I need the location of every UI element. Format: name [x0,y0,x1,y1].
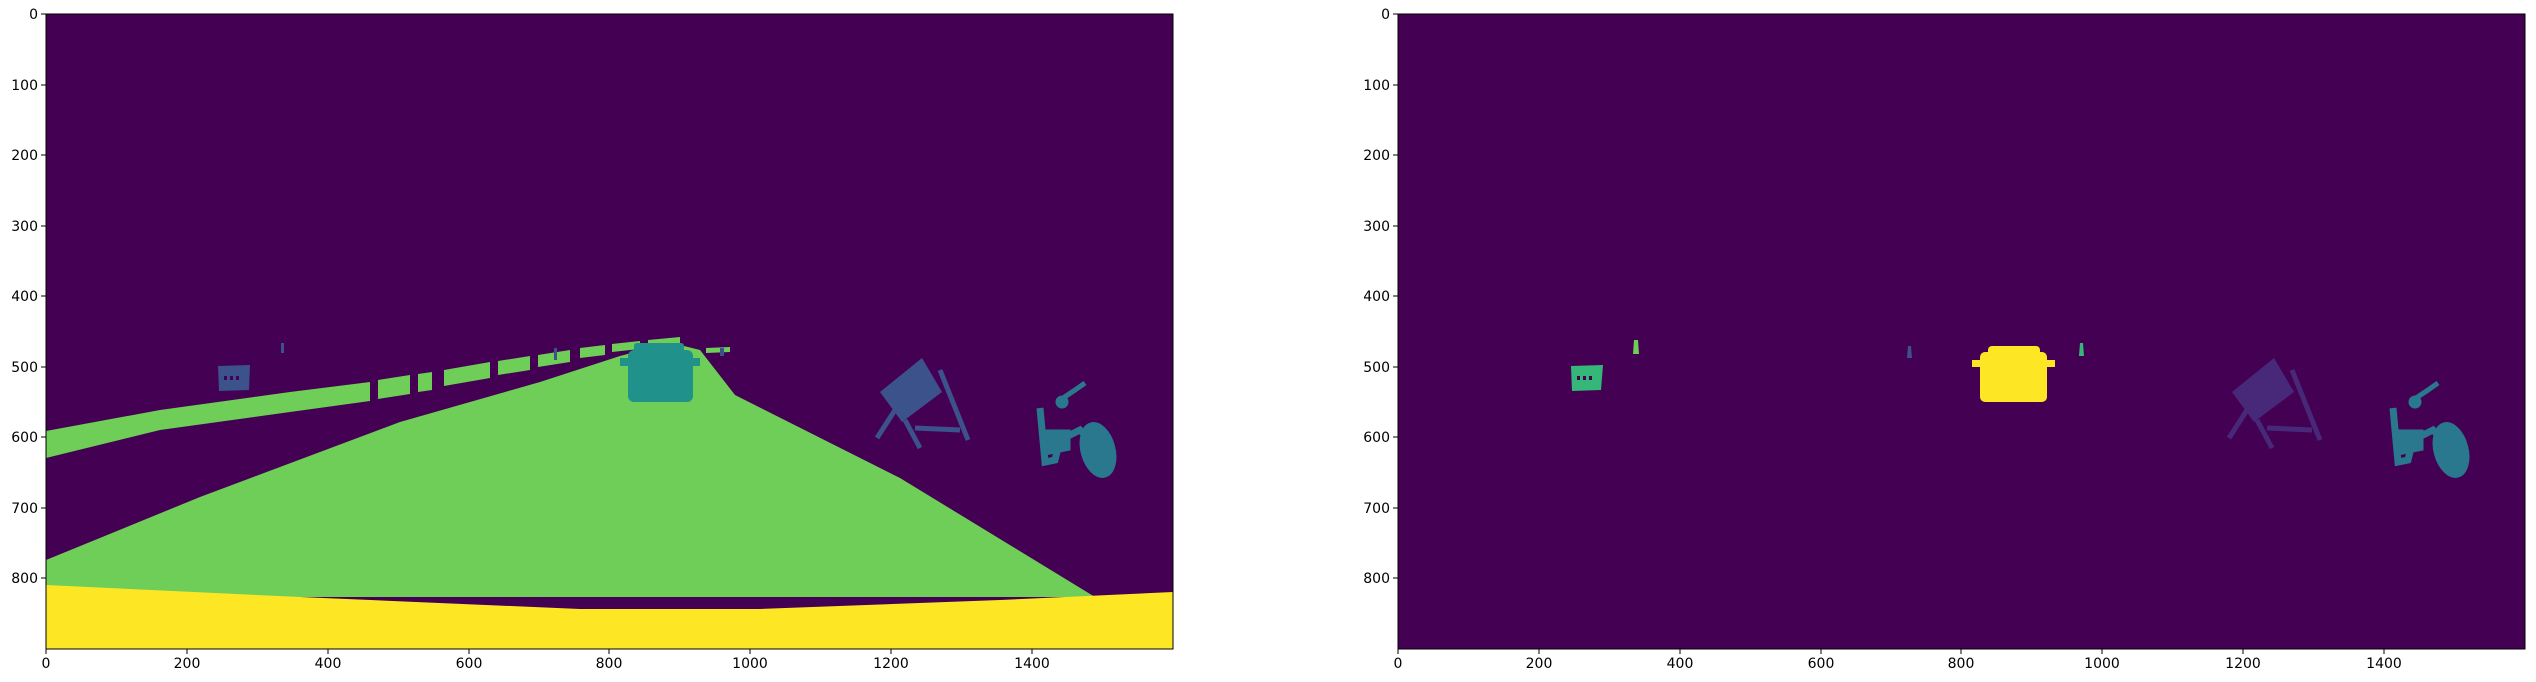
right-ytick-5: 500 [1363,360,1390,376]
left-lane-dash-6 [580,345,605,358]
right-xtick-4: 800 [1948,656,1975,672]
right-scooter [2389,380,2470,478]
right-small-sign [1571,365,1603,391]
left-ytick-8: 800 [11,571,38,587]
left-xtick-0: 0 [42,656,51,672]
right-ytick-6: 600 [1363,430,1390,446]
left-ytick-1: 100 [11,78,38,94]
left-panel: 0 200 400 600 800 1000 1200 1400 0 100 2… [11,7,1174,672]
left-lane-dash-9 [706,347,730,353]
left-xtick-4: 800 [596,656,623,672]
right-ytick-0: 0 [1381,7,1390,23]
left-tiny-mark-3 [720,348,724,356]
right-ytick-3: 300 [1363,219,1390,235]
right-panel: 0 200 400 600 800 1000 1200 1400 0 100 2… [1363,7,2526,672]
left-lane-dash-1 [378,375,410,399]
left-road-main [46,345,1095,597]
right-xtick-2: 400 [1667,656,1694,672]
left-ytick-2: 200 [11,148,38,164]
left-x-tick-labels: 0 200 400 600 800 1000 1200 1400 [42,656,1050,672]
left-lane-dash-7 [612,341,640,352]
left-small-sign [218,365,250,391]
left-car [620,343,700,402]
left-tiny-mark [281,343,284,353]
right-easel-sign [2226,358,2323,450]
left-scooter [1036,380,1117,478]
right-xtick-5: 1000 [2084,656,2120,672]
right-tiny-mark-3 [2079,343,2084,356]
left-ytick-3: 300 [11,219,38,235]
right-car [1972,346,2055,402]
right-ytick-1: 100 [1363,78,1390,94]
left-xtick-7: 1400 [1014,656,1050,672]
left-xtick-6: 1200 [873,656,909,672]
left-ytick-0: 0 [29,7,38,23]
left-y-tick-labels: 0 100 200 300 400 500 600 700 800 [11,7,38,587]
right-xtick-7: 1400 [2366,656,2402,672]
left-ytick-7: 700 [11,501,38,517]
right-xtick-6: 1200 [2225,656,2261,672]
left-lane-dash-4 [498,356,530,375]
right-xtick-3: 600 [1808,656,1835,672]
left-xtick-1: 200 [174,656,201,672]
left-axes-ticks [41,13,1033,654]
right-ytick-4: 400 [1363,289,1390,305]
left-lane-dash-3 [444,362,490,386]
left-ytick-4: 400 [11,289,38,305]
right-ytick-7: 700 [1363,501,1390,517]
left-ytick-5: 500 [11,360,38,376]
right-axes-ticks [1393,13,2385,654]
left-tiny-mark-2 [554,348,557,360]
right-xtick-1: 200 [1526,656,1553,672]
right-xtick-0: 0 [1394,656,1403,672]
left-bottom-band [46,585,1173,649]
right-ytick-2: 200 [1363,148,1390,164]
right-tiny-mark-1 [1633,340,1639,354]
left-xtick-3: 600 [456,656,483,672]
right-y-tick-labels: 0 100 200 300 400 500 600 700 800 [1363,7,1390,587]
right-background [1398,14,2525,649]
left-xtick-5: 1000 [732,656,768,672]
right-ytick-8: 800 [1363,571,1390,587]
left-easel-sign [874,358,971,450]
left-xtick-2: 400 [315,656,342,672]
right-x-tick-labels: 0 200 400 600 800 1000 1200 1400 [1394,656,2402,672]
right-tiny-mark-2 [1907,346,1912,358]
left-road-strip-upper [46,382,370,458]
left-ytick-6: 600 [11,430,38,446]
left-lane-dash-2 [418,372,432,392]
